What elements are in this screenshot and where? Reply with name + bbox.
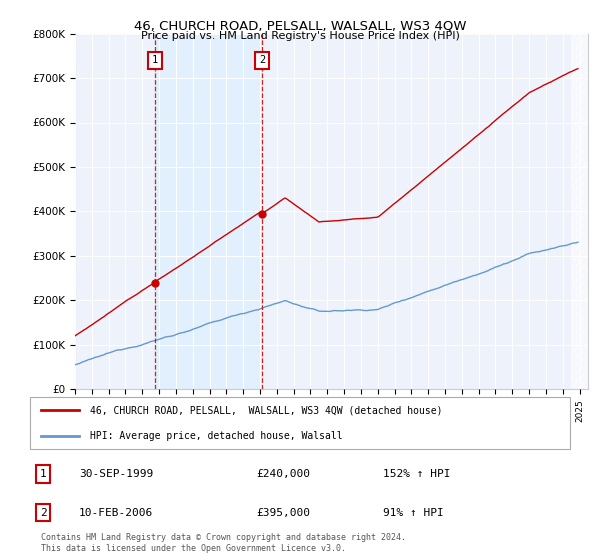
Text: 1: 1 [40, 469, 47, 479]
FancyBboxPatch shape [29, 397, 571, 449]
Text: 10-FEB-2006: 10-FEB-2006 [79, 507, 154, 517]
Bar [155, 34, 262, 389]
Text: 2: 2 [40, 507, 47, 517]
Text: HPI: Average price, detached house, Walsall: HPI: Average price, detached house, Wals… [90, 431, 343, 441]
Text: 46, CHURCH ROAD, PELSALL, WALSALL, WS3 4QW: 46, CHURCH ROAD, PELSALL, WALSALL, WS3 4… [134, 20, 466, 32]
Text: 152% ↑ HPI: 152% ↑ HPI [383, 469, 450, 479]
Text: 1: 1 [152, 55, 158, 66]
Text: 91% ↑ HPI: 91% ↑ HPI [383, 507, 443, 517]
Text: 30-SEP-1999: 30-SEP-1999 [79, 469, 154, 479]
Bar [571, 34, 588, 389]
Text: Price paid vs. HM Land Registry's House Price Index (HPI): Price paid vs. HM Land Registry's House … [140, 31, 460, 41]
Text: 46, CHURCH ROAD, PELSALL,  WALSALL, WS3 4QW (detached house): 46, CHURCH ROAD, PELSALL, WALSALL, WS3 4… [90, 405, 443, 416]
Text: £395,000: £395,000 [256, 507, 310, 517]
Text: Contains HM Land Registry data © Crown copyright and database right 2024.
This d: Contains HM Land Registry data © Crown c… [41, 533, 406, 553]
Text: £240,000: £240,000 [256, 469, 310, 479]
Text: 2: 2 [259, 55, 265, 66]
